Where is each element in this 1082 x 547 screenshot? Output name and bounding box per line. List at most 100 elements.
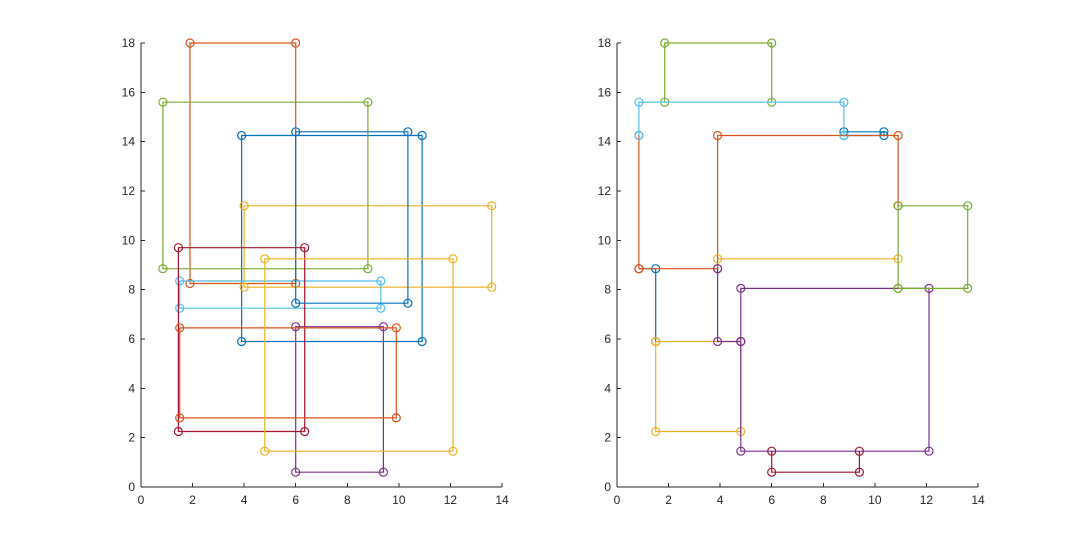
y-tick-label: 2 bbox=[128, 431, 135, 445]
y-tick-label: 18 bbox=[122, 36, 136, 50]
data-point-marker bbox=[448, 254, 458, 264]
data-point-marker bbox=[158, 97, 168, 107]
data-point-marker bbox=[185, 38, 195, 48]
data-point-marker bbox=[712, 264, 723, 274]
y-tick-label: 8 bbox=[604, 283, 611, 297]
data-point-marker bbox=[767, 446, 777, 456]
data-point-marker bbox=[363, 264, 373, 274]
data-point-marker bbox=[175, 413, 185, 423]
data-point-marker bbox=[839, 130, 849, 141]
data-point-marker bbox=[963, 283, 973, 293]
data-point-marker bbox=[893, 283, 903, 293]
series-line bbox=[177, 247, 306, 433]
data-point-marker bbox=[448, 446, 458, 456]
y-tick-label: 16 bbox=[598, 85, 612, 99]
y-tick-label: 14 bbox=[122, 135, 136, 149]
data-point-marker bbox=[291, 298, 301, 308]
data-point-marker bbox=[487, 201, 497, 211]
data-point-marker bbox=[300, 426, 310, 437]
y-tick-label: 12 bbox=[122, 184, 136, 198]
x-tick-label: 0 bbox=[614, 493, 621, 507]
series-line bbox=[664, 42, 773, 103]
data-point-marker bbox=[417, 336, 427, 347]
y-tick-label: 10 bbox=[598, 233, 612, 247]
x-tick-label: 2 bbox=[665, 493, 672, 507]
y-tick-label: 0 bbox=[604, 480, 611, 494]
data-point-marker bbox=[403, 127, 413, 137]
data-point-marker bbox=[736, 283, 746, 293]
series-line bbox=[638, 268, 657, 342]
series-line bbox=[179, 327, 397, 419]
data-point-marker bbox=[391, 323, 401, 333]
chart-left: 0 2 4 6 8 10 12 14 0 2 4 6 8 10 12 14 16 18 bbox=[122, 36, 509, 507]
series-line bbox=[241, 134, 423, 343]
data-point-marker bbox=[403, 298, 413, 308]
data-point-marker bbox=[237, 130, 247, 141]
series-line bbox=[716, 268, 930, 452]
data-point-marker bbox=[291, 38, 301, 48]
data-point-marker bbox=[173, 426, 183, 437]
data-point-marker bbox=[175, 276, 185, 286]
data-point-marker bbox=[239, 201, 249, 211]
x-tick-label: 12 bbox=[444, 493, 458, 507]
series-line bbox=[295, 326, 384, 473]
series-line bbox=[189, 42, 297, 285]
series-line bbox=[264, 258, 454, 452]
x-tick-label: 6 bbox=[292, 493, 299, 507]
data-point-marker bbox=[712, 336, 723, 347]
series-line bbox=[638, 101, 845, 136]
x-tick-label: 8 bbox=[820, 493, 827, 507]
x-tick-label: 14 bbox=[495, 493, 509, 507]
data-point-marker bbox=[736, 336, 746, 347]
y-tick-label: 14 bbox=[598, 135, 612, 149]
x-tick-label: 10 bbox=[868, 493, 882, 507]
series-line bbox=[638, 134, 899, 270]
y-tick-label: 16 bbox=[122, 85, 136, 99]
data-point-marker bbox=[260, 254, 270, 264]
x-tick-label: 10 bbox=[392, 493, 406, 507]
data-point-marker bbox=[634, 130, 644, 141]
data-point-marker bbox=[417, 130, 427, 141]
data-point-marker bbox=[291, 467, 301, 477]
y-tick-label: 0 bbox=[128, 480, 135, 494]
data-point-marker bbox=[237, 336, 247, 347]
data-point-marker bbox=[963, 201, 973, 211]
data-point-marker bbox=[378, 467, 388, 477]
data-point-marker bbox=[391, 413, 401, 423]
x-tick-label: 6 bbox=[768, 493, 775, 507]
data-point-marker bbox=[736, 446, 746, 456]
data-point-marker bbox=[291, 322, 301, 332]
series-line bbox=[243, 205, 493, 288]
series-line bbox=[179, 280, 382, 309]
data-point-marker bbox=[376, 276, 386, 286]
y-tick-label: 18 bbox=[598, 36, 612, 50]
x-tick-label: 14 bbox=[971, 493, 985, 507]
y-tick-label: 2 bbox=[604, 431, 611, 445]
data-point-marker bbox=[173, 243, 183, 253]
y-tick-label: 10 bbox=[122, 233, 136, 247]
data-point-marker bbox=[924, 446, 934, 456]
y-tick-label: 6 bbox=[604, 332, 611, 346]
data-point-marker bbox=[158, 264, 168, 274]
data-point-marker bbox=[175, 303, 185, 313]
data-point-marker bbox=[854, 446, 865, 456]
data-point-marker bbox=[651, 426, 661, 437]
data-point-marker bbox=[260, 446, 270, 456]
y-tick-label: 4 bbox=[128, 381, 135, 395]
series-line bbox=[162, 101, 369, 270]
y-tick-label: 4 bbox=[604, 381, 611, 395]
x-tick-label: 8 bbox=[344, 493, 351, 507]
x-tick-label: 12 bbox=[920, 493, 934, 507]
data-point-marker bbox=[376, 303, 386, 313]
data-point-marker bbox=[300, 243, 310, 253]
data-point-marker bbox=[893, 130, 903, 141]
data-point-marker bbox=[712, 254, 723, 264]
data-point-marker bbox=[634, 97, 644, 107]
x-tick-label: 4 bbox=[241, 493, 248, 507]
data-point-marker bbox=[487, 282, 497, 292]
data-point-marker bbox=[634, 264, 644, 274]
data-point-marker bbox=[378, 322, 388, 332]
data-point-marker bbox=[767, 38, 777, 48]
data-point-marker bbox=[291, 127, 301, 137]
